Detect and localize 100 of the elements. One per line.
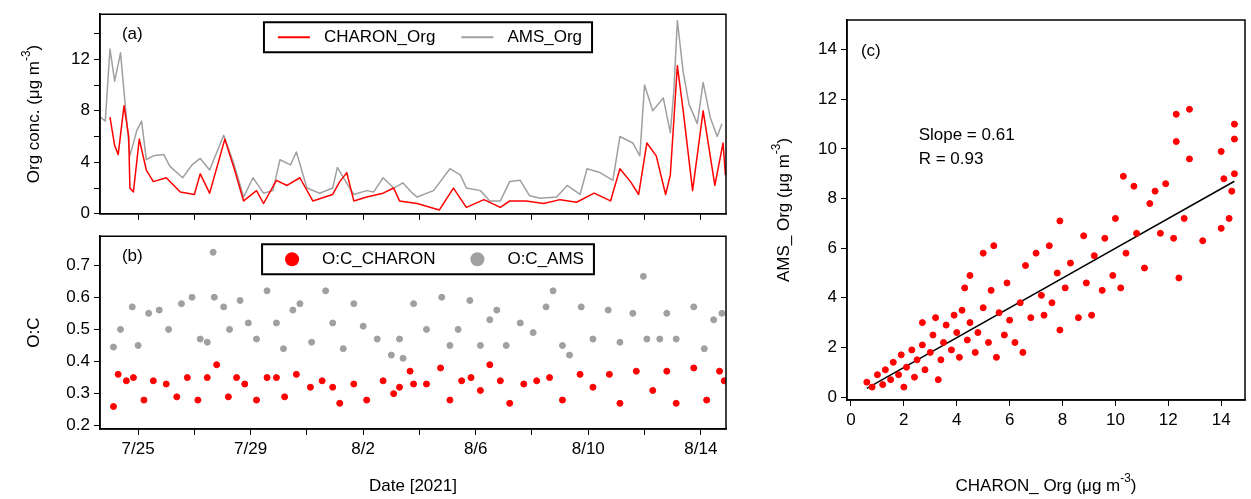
- point: [533, 377, 541, 385]
- x-tick-label: 8/2: [351, 438, 375, 458]
- point: [329, 383, 337, 391]
- point: [632, 367, 640, 375]
- legend-label: AMS_Org: [507, 26, 583, 46]
- point: [496, 377, 504, 385]
- x-tick-label: 6: [1004, 409, 1015, 429]
- x-tick-label: 8/10: [571, 438, 605, 458]
- point: [390, 390, 398, 398]
- x-tick-label: 8/6: [463, 438, 488, 458]
- point: [183, 374, 191, 382]
- y-tick-label: 12: [71, 48, 90, 68]
- point: [576, 370, 584, 378]
- x-tick-label: 7/25: [121, 438, 155, 458]
- legend-label: CHARON_Org: [323, 26, 436, 46]
- point: [520, 380, 528, 388]
- y-tick-label: 0.2: [66, 415, 90, 435]
- point: [109, 403, 117, 411]
- point: [272, 374, 280, 382]
- point: [616, 399, 624, 407]
- point: [241, 380, 249, 388]
- y-tick-label: 8: [80, 100, 90, 120]
- point: [546, 374, 554, 382]
- point: [224, 393, 232, 401]
- point: [162, 380, 170, 388]
- annotation: (a): [121, 24, 143, 44]
- x-tick-label: 12: [1158, 409, 1178, 429]
- point: [306, 383, 314, 391]
- x-tick-label: 8/14: [684, 438, 718, 458]
- y-axis-title: O:C: [23, 317, 43, 348]
- x-tick-label: 4: [952, 409, 962, 429]
- point: [649, 386, 657, 394]
- point: [663, 367, 671, 375]
- y-tick-label: 6: [827, 237, 837, 257]
- point: [253, 396, 260, 404]
- y-tick-label: 8: [827, 188, 837, 208]
- y-tick-label: 12: [818, 89, 837, 109]
- point: [363, 396, 371, 404]
- point: [149, 377, 157, 385]
- point: [458, 377, 466, 385]
- point: [379, 377, 387, 385]
- annotation: (c): [860, 40, 881, 60]
- point: [558, 396, 566, 404]
- legend-label: O:C_AMS: [507, 248, 584, 268]
- y-axis-title: AMS_ Org (μg m-3): [769, 137, 793, 283]
- x-tick-label: 2: [899, 409, 909, 429]
- point: [410, 380, 418, 388]
- y-tick-label: 0.7: [66, 254, 90, 274]
- y-tick-label: 0: [827, 386, 837, 406]
- y-axis-title: Org conc. (μg m-3): [19, 44, 43, 184]
- y-tick-label: 10: [818, 138, 837, 158]
- y-tick-label: 0: [80, 203, 90, 223]
- y-tick-label: 0.6: [66, 286, 90, 306]
- x-tick-label: 7/29: [234, 438, 268, 458]
- point: [506, 399, 514, 407]
- point: [213, 361, 221, 369]
- y-tick-label: 0.5: [66, 319, 90, 339]
- legend-label: O:C_CHARON: [322, 248, 436, 268]
- point: [194, 396, 202, 404]
- y-tick-label: 2: [827, 337, 837, 357]
- point: [476, 386, 484, 394]
- y-tick-label: 0.3: [66, 383, 90, 403]
- point: [350, 380, 358, 388]
- point: [406, 367, 414, 375]
- point: [437, 364, 445, 372]
- point: [129, 374, 137, 382]
- point: [716, 367, 724, 375]
- point: [467, 374, 475, 382]
- annotation: (b): [121, 245, 143, 265]
- point: [263, 374, 271, 382]
- point: [318, 377, 326, 385]
- y-tick-label: 14: [818, 39, 837, 59]
- point: [140, 396, 148, 404]
- point: [173, 393, 181, 401]
- annotation: R = 0.93: [918, 149, 984, 169]
- point: [605, 370, 613, 378]
- y-tick-label: 4: [827, 287, 837, 307]
- annotation: Slope = 0.61: [918, 124, 1015, 144]
- point: [720, 377, 726, 385]
- point: [292, 370, 300, 378]
- point: [281, 393, 289, 401]
- point: [203, 374, 211, 382]
- point: [486, 361, 494, 369]
- y-tick-label: 0.4: [66, 351, 90, 371]
- point: [672, 399, 680, 407]
- point: [114, 370, 122, 378]
- point: [122, 377, 130, 385]
- point: [690, 364, 698, 372]
- y-tick-label: 4: [80, 151, 90, 171]
- x-tick-label: 10: [1105, 409, 1125, 429]
- point: [589, 383, 597, 391]
- point: [396, 383, 404, 391]
- point: [422, 380, 430, 388]
- x-tick-label: 0: [846, 409, 856, 429]
- point: [703, 396, 711, 404]
- x-axis-title: Date [2021]: [369, 475, 457, 495]
- x-tick-label: 8: [1057, 409, 1068, 429]
- point: [446, 396, 454, 404]
- x-tick-label: 14: [1211, 409, 1231, 429]
- point: [336, 399, 344, 407]
